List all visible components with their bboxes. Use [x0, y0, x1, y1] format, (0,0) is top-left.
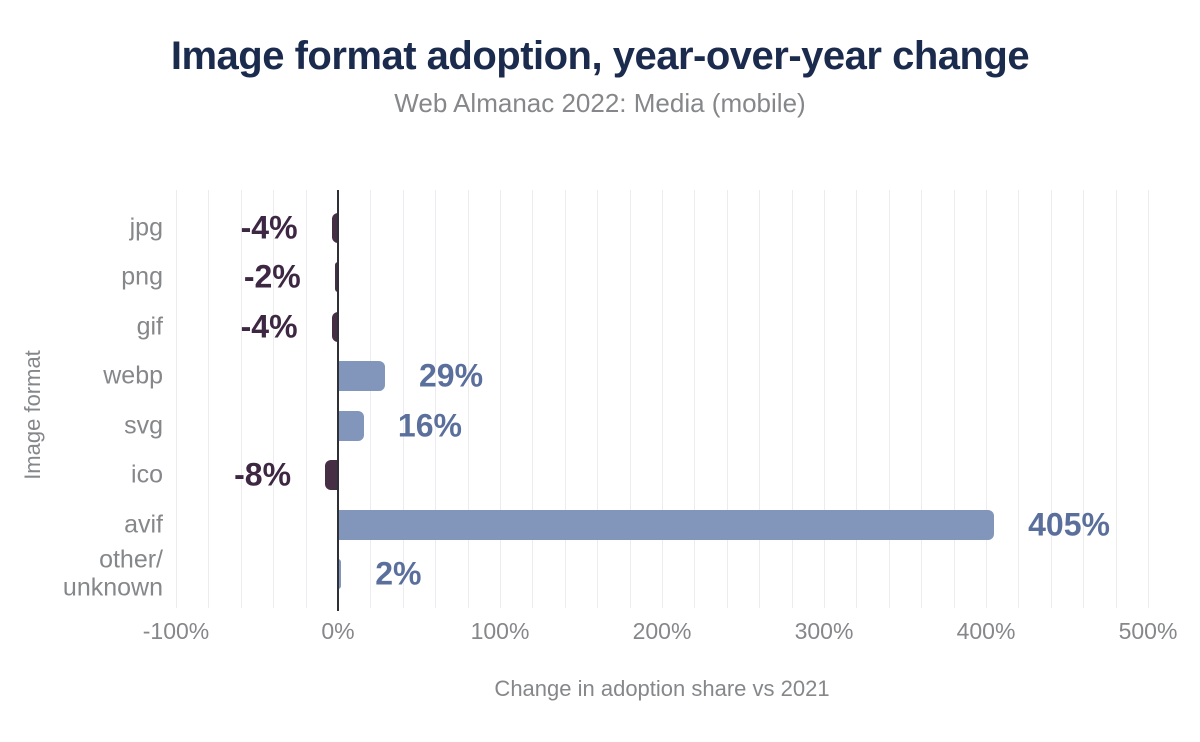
value-label-other-unknown: 2%: [375, 555, 422, 592]
gridline: [597, 190, 599, 608]
y-axis-label-ico: ico: [131, 460, 163, 489]
bar-avif: [338, 509, 995, 540]
gridline: [759, 190, 761, 608]
bar-webp: [338, 361, 385, 392]
gridline: [176, 190, 177, 608]
y-axis-labels: jpg png gif webp svg ico avif other/ unknown: [0, 0, 163, 742]
gridline: [856, 190, 858, 608]
bar-png: [334, 262, 338, 293]
bar-svg: [338, 410, 364, 441]
y-axis-label-png: png: [121, 262, 163, 291]
gridline: [240, 190, 242, 608]
gridline: [564, 190, 566, 608]
value-label-avif: 405%: [1028, 506, 1110, 543]
x-axis-title: Change in adoption share vs 2021: [494, 676, 830, 701]
value-label-ico: -8%: [234, 456, 292, 493]
gridline: [921, 190, 923, 608]
gridline: [888, 190, 890, 608]
x-tick-label-neg100: -100%: [142, 618, 210, 644]
gridline: [1115, 190, 1117, 608]
chart-subtitle: Web Almanac 2022: Media (mobile): [394, 88, 806, 118]
gridline: [1083, 190, 1085, 608]
gridline: [273, 190, 275, 608]
value-label-svg: 16%: [397, 407, 462, 444]
gridline: [694, 190, 696, 608]
bar-jpg: [331, 213, 338, 243]
value-label-png: -2%: [243, 258, 301, 295]
gridline: [370, 190, 372, 608]
gridline: [824, 190, 825, 608]
value-label-webp: 29%: [418, 357, 484, 394]
y-axis-label-svg: svg: [124, 410, 163, 439]
gridline: [986, 190, 987, 608]
value-label-gif: -4%: [240, 308, 298, 345]
bar-ico: [325, 460, 338, 491]
x-tick-label-500: 500%: [1118, 618, 1178, 644]
gridline: [435, 190, 437, 608]
x-tick-label-200: 200%: [632, 618, 692, 644]
gridline: [791, 190, 793, 608]
y-axis-label-gif: gif: [136, 312, 163, 341]
gridline: [500, 190, 501, 608]
x-tick-label-100: 100%: [470, 618, 530, 644]
x-tick-label-300: 300%: [794, 618, 854, 644]
y-axis-label-avif: avif: [124, 509, 163, 538]
gridline: [953, 190, 955, 608]
y-axis-label-webp: webp: [103, 361, 163, 390]
value-label-jpg: -4%: [240, 209, 298, 246]
gridline: [208, 190, 210, 608]
chart-title: Image format adoption, year-over-year ch…: [170, 34, 1030, 78]
gridline: [305, 190, 307, 608]
gridline: [1148, 190, 1149, 608]
x-tick-label-0: 0%: [321, 618, 355, 644]
y-axis-label-jpg: jpg: [129, 213, 163, 242]
gridline: [662, 190, 663, 608]
gridline: [467, 190, 469, 608]
y-axis-label-other-unknown: other/ unknown: [62, 545, 163, 601]
gridline: [402, 190, 404, 608]
gridline: [532, 190, 534, 608]
gridline: [726, 190, 728, 608]
x-tick-label-400: 400%: [956, 618, 1016, 644]
bar-other-unknown: [338, 559, 342, 589]
gridline: [1018, 190, 1020, 608]
zero-axis-line: [337, 190, 339, 611]
bar-gif: [331, 311, 338, 342]
gridline: [629, 190, 631, 608]
gridline: [1050, 190, 1052, 608]
